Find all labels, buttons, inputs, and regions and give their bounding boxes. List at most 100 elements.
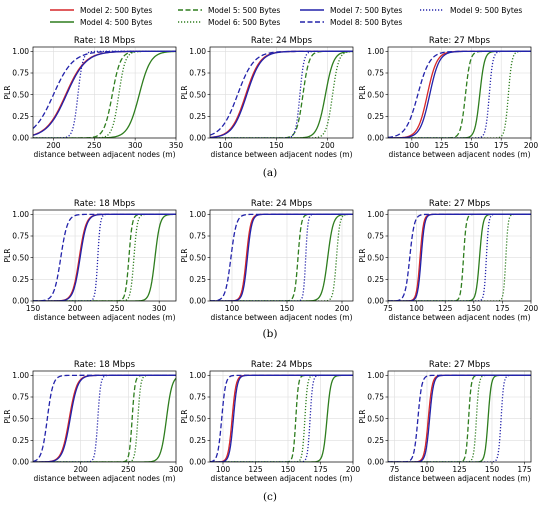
y-tick-label: 1.00 [189,47,206,56]
y-tick-label: 0.50 [189,414,206,423]
y-tick-label: 0.50 [12,253,29,262]
legend-label: Model 6: 500 Bytes [208,18,280,27]
x-tick-label: 150 [281,465,296,474]
plot-frame [32,46,177,139]
y-tick-label: 0.75 [189,393,206,402]
y-tick-label: 0.00 [12,134,29,143]
x-tick-label: 75 [390,465,400,474]
legend-item: Model 5: 500 Bytes [178,6,280,15]
subplot-title: Rate: 27 Mbps [429,199,491,209]
series-group [33,374,176,462]
y-axis-label: PLR [3,410,12,424]
subplot-1-0: Rate: 18 Mbps 150 200 250 300 0.00 0.25 0.50 0.7… [3,199,177,322]
y-tick-label: 0.00 [189,134,206,143]
series-group [388,213,531,301]
x-tick-label: 175 [495,304,510,313]
subplot-title: Rate: 24 Mbps [251,360,313,370]
series-line [388,374,531,462]
x-tick-label: 150 [26,304,41,313]
x-tick-label: 200 [74,465,89,474]
y-tick-label: 0.75 [189,69,206,78]
y-tick-label: 0.00 [189,458,206,467]
plot-frame [209,370,354,463]
x-axis-label: distance between adjacent nodes (m) [211,313,353,322]
y-tick-label: 0.75 [367,393,384,402]
y-tick-label: 0.25 [12,112,29,121]
x-tick-label: 100 [225,304,240,313]
legend-label: Model 9: 500 Bytes [450,6,522,15]
x-tick-label: 250 [87,141,102,150]
y-tick-label: 0.75 [12,232,29,241]
x-tick-label: 100 [420,465,435,474]
y-tick-label: 0.00 [367,297,384,306]
series-line [33,213,176,301]
y-tick-label: 0.50 [12,414,29,423]
subplot-0-0: Rate: 18 Mbps 200 250 300 350 0.00 0.25 0.50 0.7… [3,36,183,159]
series-line [388,213,531,301]
x-tick-label: 150 [269,141,284,150]
subfigure-label: (c) [263,491,277,503]
y-axis-label: PLR [358,249,367,263]
series-line [210,374,353,462]
plot-frame [387,209,532,302]
x-tick-label: 250 [121,465,136,474]
y-tick-label: 1.00 [12,371,29,380]
legend-item: Model 2: 500 Bytes [50,6,152,15]
y-tick-label: 0.00 [12,458,29,467]
y-tick-label: 0.25 [12,436,29,445]
y-tick-label: 0.50 [12,90,29,99]
series-line [210,213,353,301]
y-tick-label: 1.00 [189,210,206,219]
y-tick-label: 0.00 [189,297,206,306]
y-tick-label: 0.75 [367,69,384,78]
subplot-title: Rate: 27 Mbps [429,360,491,370]
series-line [210,213,353,301]
y-tick-label: 0.25 [189,436,206,445]
legend-label: Model 4: 500 Bytes [80,18,152,27]
y-tick-label: 0.75 [12,393,29,402]
legend-item: Model 8: 500 Bytes [300,18,402,27]
y-tick-label: 0.25 [367,275,384,284]
subplot-2-0: Rate: 18 Mbps 200 250 300 0.00 0.25 0.50 0.75 1.… [3,360,183,483]
x-axis-label: distance between adjacent nodes (m) [389,313,531,322]
x-tick-label: 300 [152,304,167,313]
x-tick-label: 175 [517,465,532,474]
subfigure-label: (b) [263,328,278,340]
subplot-2-1: Rate: 24 Mbps 100 125 150 175 200 0.00 0.25 0.50… [180,360,360,483]
x-tick-label: 175 [494,141,509,150]
x-axis-label: distance between adjacent nodes (m) [211,474,353,483]
y-tick-label: 0.75 [189,232,206,241]
x-tick-label: 150 [467,304,482,313]
x-tick-label: 200 [524,304,539,313]
y-axis-label: PLR [358,86,367,100]
x-tick-label: 150 [464,141,479,150]
series-line [210,50,353,136]
x-tick-label: 100 [405,141,420,150]
series-line [33,213,176,301]
x-tick-label: 150 [280,304,295,313]
y-axis-label: PLR [180,410,189,424]
subplot-title: Rate: 27 Mbps [429,36,491,46]
legend-item: Model 9: 500 Bytes [420,6,522,15]
y-tick-label: 1.00 [367,47,384,56]
x-tick-label: 350 [169,141,184,150]
series-line [388,50,531,138]
legend-item: Model 6: 500 Bytes [178,18,280,27]
x-axis-label: distance between adjacent nodes (m) [389,150,531,159]
x-tick-label: 300 [169,465,184,474]
series-line [210,213,353,301]
series-line [33,374,176,462]
y-tick-label: 0.50 [367,253,384,262]
series-line [33,50,176,129]
series-line [210,50,353,138]
y-tick-label: 0.25 [189,112,206,121]
y-tick-label: 0.50 [189,253,206,262]
subplot-1-1: Rate: 24 Mbps 100 150 200 0.00 0.25 0.50 0.75 1.… [180,199,354,322]
legend-item: Model 7: 500 Bytes [300,6,402,15]
x-tick-label: 200 [346,465,361,474]
y-tick-label: 1.00 [367,210,384,219]
series-line [210,50,353,138]
x-axis-label: distance between adjacent nodes (m) [211,150,353,159]
subplot-2-2: Rate: 27 Mbps 75 100 125 150 175 0.00 0.25 0.50 0… [358,360,532,483]
